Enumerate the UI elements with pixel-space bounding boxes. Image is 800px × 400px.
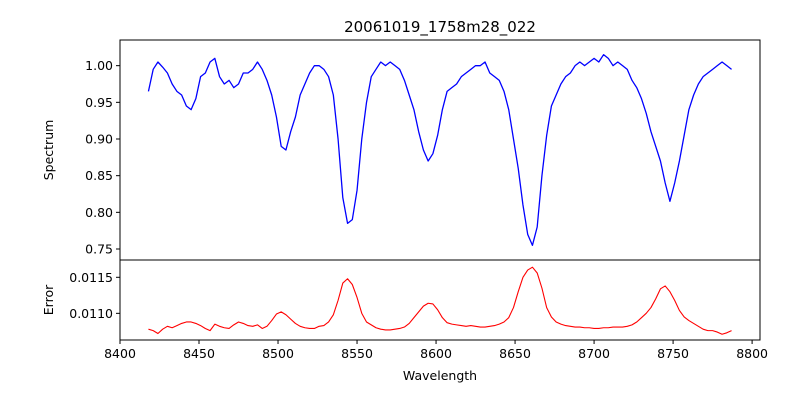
x-tick-label: 8400: [104, 346, 136, 361]
chart-title: 20061019_1758m28_022: [344, 18, 536, 37]
x-tick-label: 8750: [657, 346, 689, 361]
x-tick-label: 8650: [499, 346, 531, 361]
spectrum-y-tick-label: 0.85: [85, 168, 113, 183]
x-tick-label: 8550: [341, 346, 373, 361]
spectrum-panel: 0.75 0.80 0.85 0.90 0.95 1.00 Spectrum: [41, 39, 761, 261]
error-y-axis-label: Error: [41, 284, 56, 315]
x-tick-label: 8800: [736, 346, 768, 361]
error-line: [148, 266, 732, 335]
spectrum-line: [147, 54, 732, 246]
spectrum-y-tick-label: 1.00: [85, 58, 113, 73]
spectrum-y-tick-label: 0.95: [85, 95, 113, 110]
spectrum-y-tick-label: 0.90: [85, 132, 113, 147]
x-tick-label: 8700: [578, 346, 610, 361]
error-axes-frame: [119, 259, 761, 341]
x-tick-label: 8600: [420, 346, 452, 361]
x-tick-label: 8500: [262, 346, 294, 361]
error-y-tick-label: 0.0115: [69, 270, 113, 285]
spectrum-y-tick-label: 0.75: [85, 242, 113, 257]
spectrum-y-tick-label: 0.80: [85, 205, 113, 220]
error-y-tick-label: 0.0110: [69, 306, 113, 321]
spectrum-y-ticks: 0.75 0.80 0.85 0.90 0.95 1.00: [85, 58, 120, 257]
x-tick-label: 8450: [183, 346, 215, 361]
spectrum-y-axis-label: Spectrum: [41, 120, 56, 181]
error-x-ticks: 8400 8450 8500 8550 8600 8650 8700 8750 8800: [104, 340, 768, 361]
error-y-ticks: 0.0110 0.0115: [69, 270, 120, 321]
error-panel: 0.0110 0.0115 8400 8450 8500 8550 8600 8650 870…: [41, 259, 768, 383]
x-axis-label: Wavelength: [403, 368, 477, 383]
